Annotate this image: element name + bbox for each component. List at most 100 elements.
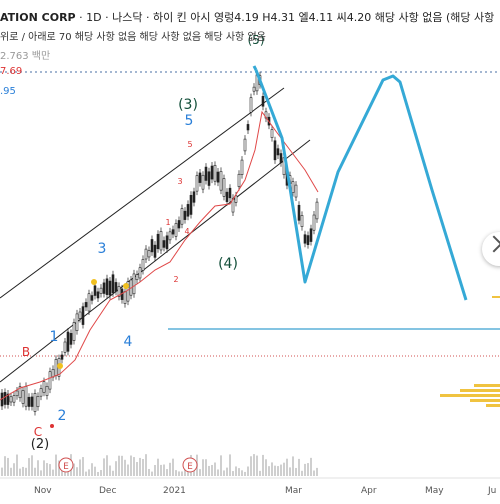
indicator-legend[interactable]: 위로 / 아래로 70 해당 사항 없음 해당 사항 없음 해당 사항 없음	[0, 32, 266, 43]
candle-body	[249, 97, 253, 113]
volume-bar	[37, 460, 39, 476]
volume-bar	[79, 459, 81, 476]
volume-bar	[208, 465, 210, 476]
volume-bar	[226, 467, 228, 476]
volume-bar	[217, 469, 219, 476]
volume-bar	[274, 465, 276, 476]
wave-label: 1	[50, 329, 59, 345]
signal-dot	[57, 363, 63, 369]
candle-body	[156, 233, 160, 250]
candle-body	[24, 386, 28, 407]
volume-bar	[112, 470, 114, 476]
sub-wave-label: 2	[173, 275, 178, 284]
candle-body	[111, 274, 115, 294]
volume-bar	[316, 467, 318, 476]
candle-body	[309, 228, 313, 242]
candle-body	[171, 229, 175, 235]
volume-bar	[202, 459, 204, 476]
chart-legend-title[interactable]: ATION CORP · 1D · 나스닥 · 하이 킨 아시 영렁4.19 H…	[0, 9, 494, 25]
interval-label[interactable]: · 1D ·	[79, 11, 109, 24]
volume-bar	[199, 469, 201, 476]
candle-body	[33, 393, 37, 412]
candle-body	[51, 369, 55, 378]
sub-wave-label: 3	[177, 177, 182, 186]
volume-bar	[94, 466, 96, 476]
volume-bar	[121, 455, 123, 476]
candle-body	[231, 197, 235, 213]
volume-bar	[115, 461, 117, 476]
volume-legend[interactable]: 2.763 백만	[0, 51, 51, 62]
signal-dot	[123, 283, 129, 289]
wave-label: 2	[58, 408, 67, 424]
candle-body	[144, 248, 148, 260]
volume-bar	[277, 466, 279, 476]
event-marker[interactable]: E	[182, 457, 198, 473]
candle-body	[195, 175, 199, 192]
volume-bar	[76, 467, 78, 476]
volume-bar	[145, 454, 147, 476]
volume-bar	[181, 471, 183, 476]
candle-body	[18, 386, 22, 399]
volume-bar	[31, 455, 33, 476]
candle-body	[204, 166, 208, 181]
chevron-right-icon	[485, 235, 500, 253]
candle-body	[189, 194, 193, 215]
volume-bar	[253, 454, 255, 476]
wave-label: (4)	[218, 256, 238, 272]
candle-body	[162, 240, 166, 248]
candle-body	[201, 174, 205, 190]
moving-average-line	[0, 110, 319, 401]
volume-bar	[235, 466, 237, 476]
wave-label: 4	[124, 334, 133, 350]
volume-bar	[175, 470, 177, 476]
volume-bar	[55, 454, 57, 476]
candle-body	[297, 204, 301, 221]
volume-bar	[256, 455, 258, 476]
candle-body	[252, 86, 256, 92]
candle-body	[132, 273, 136, 295]
candle-body	[207, 171, 211, 186]
volume-bar	[214, 462, 216, 476]
event-marker[interactable]: E	[58, 457, 74, 473]
scroll-to-realtime-button[interactable]	[482, 232, 500, 266]
signal-dot	[50, 424, 54, 428]
candle-body	[54, 359, 58, 376]
candle-body	[306, 235, 310, 245]
candle-body	[225, 191, 229, 202]
symbol-name[interactable]: ATION CORP	[0, 11, 76, 24]
volume-bar	[223, 470, 225, 476]
volume-bar	[103, 458, 105, 476]
volume-bar	[127, 464, 129, 476]
candle-body	[138, 267, 142, 279]
wave-label: C	[34, 425, 42, 439]
candle-body	[276, 148, 280, 156]
candle-body	[315, 201, 319, 220]
candle-body	[192, 191, 196, 203]
candle-body	[42, 381, 46, 393]
x-axis-label: Ju	[488, 486, 497, 496]
candle-body	[153, 244, 157, 258]
volume-bar	[7, 457, 9, 476]
volume-bar	[130, 455, 132, 476]
volume-bar	[148, 468, 150, 476]
candle-body	[246, 124, 250, 131]
candle-body	[123, 291, 127, 304]
volume-bar	[157, 458, 159, 476]
candle-body	[3, 392, 7, 405]
volume-bar	[10, 467, 12, 476]
candle-body	[36, 396, 40, 408]
volume-series	[1, 454, 318, 476]
volume-bar	[28, 458, 30, 476]
candle-body	[228, 187, 232, 199]
volume-bar	[73, 463, 75, 476]
candle-body	[114, 282, 118, 292]
volume-bar	[289, 467, 291, 476]
wave-label: (2)	[31, 437, 49, 452]
volume-bar	[46, 463, 48, 476]
x-axis-label: 2021	[163, 486, 186, 496]
candle-body	[102, 282, 106, 294]
candle-body	[150, 239, 154, 253]
volume-bar	[4, 456, 6, 476]
